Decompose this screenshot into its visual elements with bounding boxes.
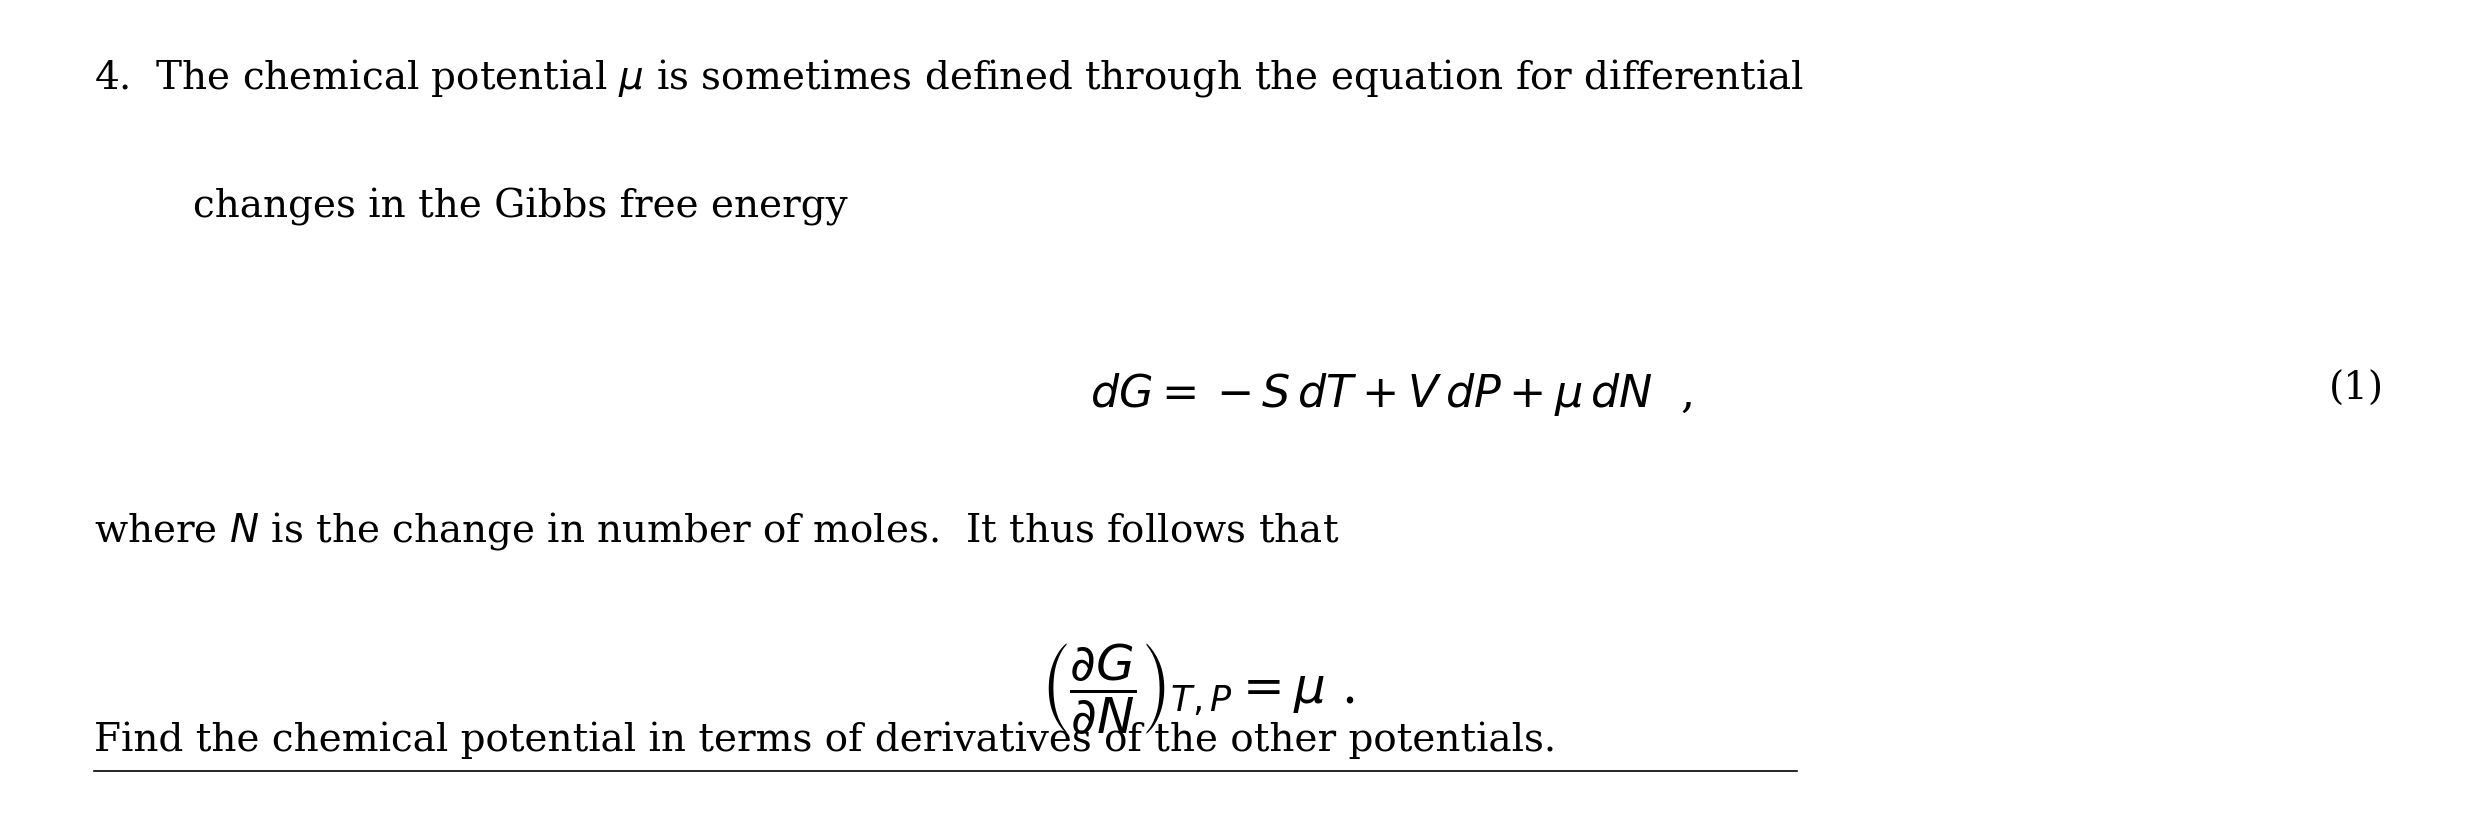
Text: (1): (1) bbox=[2329, 371, 2384, 408]
Text: Find the chemical potential in terms of derivatives of the other potentials.: Find the chemical potential in terms of … bbox=[94, 721, 1556, 759]
Text: $\left(\dfrac{\partial G}{\partial N}\right)_{T,P} = \mu$ .: $\left(\dfrac{\partial G}{\partial N}\ri… bbox=[1041, 641, 1355, 735]
Text: 4.  The chemical potential $\mu$ is sometimes defined through the equation for d: 4. The chemical potential $\mu$ is somet… bbox=[94, 57, 1804, 99]
Text: $dG = -S\, dT + V\, dP + \mu\, dN$  ,: $dG = -S\, dT + V\, dP + \mu\, dN$ , bbox=[1090, 371, 1692, 419]
Text: changes in the Gibbs free energy: changes in the Gibbs free energy bbox=[193, 188, 847, 226]
Text: where $N$ is the change in number of moles.  It thus follows that: where $N$ is the change in number of mol… bbox=[94, 510, 1341, 552]
